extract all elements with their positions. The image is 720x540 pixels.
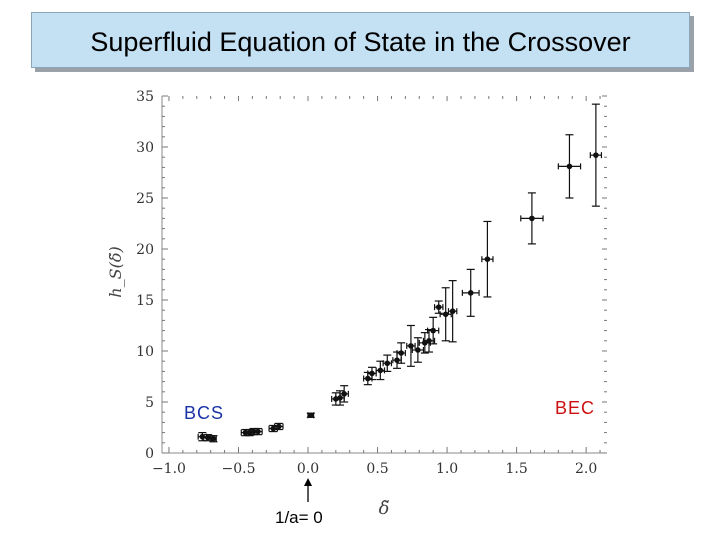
y-tick-label: 0: [145, 446, 154, 462]
data-point: [422, 340, 428, 346]
data-point: [210, 435, 217, 442]
marker-arrow-head: [304, 478, 313, 486]
y-tick-label: 5: [145, 395, 154, 411]
x-axis-label: δ̃: [379, 498, 390, 519]
data-point: [442, 311, 449, 318]
data-point: [467, 290, 474, 296]
data-point: [255, 428, 261, 435]
x-tick-label: 0.0: [297, 461, 319, 477]
data-point: [270, 425, 277, 432]
data-point: [484, 256, 491, 263]
x-tick-label: −1.0: [152, 461, 186, 477]
x-tick-label: 1.0: [436, 461, 458, 477]
axis-ticks: [162, 95, 607, 454]
y-axis-label: h_S(δ̃): [106, 246, 125, 297]
title-banner: Superfluid Equation of State in the Cros…: [31, 12, 690, 68]
data-point: [276, 423, 282, 430]
plot-frame: [161, 96, 607, 454]
y-tick-label: 25: [136, 191, 154, 207]
tick-labels: −1.0 −0.5 0.0 0.5 1.0 1.5 2.0 0 5 10 15 20 25 30 35: [136, 89, 597, 477]
data-point: [337, 395, 343, 401]
y-tick-label: 35: [136, 89, 154, 105]
data-point: [408, 343, 414, 349]
unitarity-marker-label: 1/a= 0: [275, 508, 323, 527]
data-point: [566, 163, 573, 170]
data-point: [250, 428, 257, 435]
data-point: [365, 375, 371, 382]
error-bars: [197, 103, 603, 443]
x-tick-label: 0.5: [366, 461, 388, 477]
data-point: [394, 357, 400, 363]
page-title: Superfluid Equation of State in the Cros…: [90, 27, 631, 57]
data-point: [398, 350, 404, 356]
x-tick-label: −0.5: [221, 461, 255, 477]
data-point: [430, 327, 436, 334]
data-point: [593, 152, 599, 158]
data-point: [242, 429, 249, 436]
y-tick-label: 20: [136, 242, 154, 258]
data-point: [199, 433, 206, 440]
data-point: [341, 391, 347, 397]
y-tick-label: 10: [136, 344, 154, 360]
data-point: [529, 215, 535, 222]
data-point: [435, 304, 442, 310]
unitarity-marker: [304, 478, 313, 502]
y-tick-label: 15: [136, 293, 154, 309]
data-point: [369, 370, 375, 377]
bec-label: BEC: [555, 398, 596, 418]
bcs-label: BCS: [184, 403, 225, 423]
data-point: [377, 367, 384, 374]
data-point: [415, 347, 421, 353]
data-point: [426, 338, 432, 344]
data-point: [449, 308, 456, 315]
data-point: [384, 360, 391, 367]
x-tick-label: 2.0: [575, 461, 597, 477]
y-tick-label: 30: [136, 140, 154, 156]
data-point: [205, 434, 211, 441]
data-point: [307, 412, 314, 419]
data-points: [199, 152, 599, 442]
x-tick-label: 1.5: [505, 461, 527, 477]
